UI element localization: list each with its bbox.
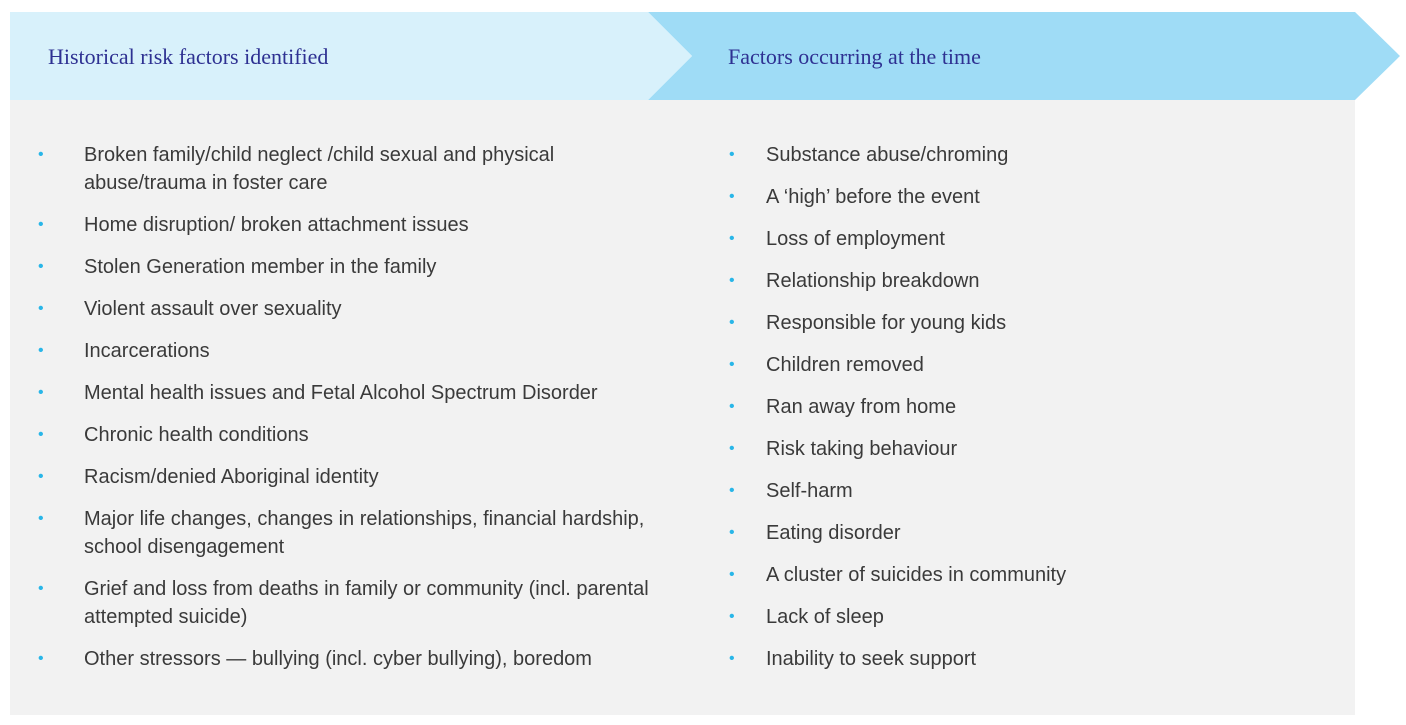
- bullet: •: [729, 188, 735, 205]
- factor-item: • Self-harm: [729, 477, 1326, 505]
- factor-text: Other stressors — bullying (incl. cyber …: [84, 648, 592, 670]
- factor-text: Racism/denied Aboriginal identity: [84, 466, 379, 488]
- bullet: •: [38, 258, 44, 275]
- factor-text: Major life changes, changes in relations…: [84, 508, 645, 558]
- factor-text: Home disruption/ broken attachment issue…: [84, 214, 469, 236]
- bullet: •: [729, 524, 735, 541]
- factor-item: • Grief and loss from deaths in family or…: [38, 575, 674, 631]
- factor-item: • Ran away from home: [729, 393, 1326, 421]
- bullet: •: [729, 440, 735, 457]
- factor-item: • Broken family/child neglect /child sexu…: [38, 141, 674, 197]
- factor-item: • Violent assault over sexuality: [38, 295, 674, 323]
- bullet: •: [729, 272, 735, 289]
- factor-text: A ‘high’ before the event: [766, 186, 980, 208]
- bullet: •: [729, 146, 735, 163]
- factor-item: • Mental health issues and Fetal Alcohol …: [38, 379, 674, 407]
- factor-item: • Chronic health conditions: [38, 421, 674, 449]
- factor-text: Mental health issues and Fetal Alcohol S…: [84, 382, 598, 404]
- factor-text: A cluster of suicides in community: [766, 564, 1067, 586]
- factor-text: Broken family/child neglect /child sexua…: [84, 144, 555, 194]
- factor-item: • A ‘high’ before the event: [729, 183, 1326, 211]
- factor-item: • Inability to seek support: [729, 645, 1326, 673]
- column-title: Historical risk factors identified: [48, 44, 329, 69]
- factor-item: • Children removed: [729, 351, 1326, 379]
- factor-text: Responsible for young kids: [766, 312, 1007, 334]
- factor-text: Risk taking behaviour: [766, 438, 958, 460]
- factor-text: Chronic health conditions: [84, 424, 309, 446]
- factor-item: • Lack of sleep: [729, 603, 1326, 631]
- factor-list: • Broken family/child neglect /child sexu…: [38, 141, 674, 687]
- factor-item: • Loss of employment: [729, 225, 1326, 253]
- factor-item: • Substance abuse/chroming: [729, 141, 1326, 169]
- bullet: •: [729, 482, 735, 499]
- factor-text: Eating disorder: [766, 522, 901, 544]
- factor-text: Incarcerations: [84, 340, 210, 362]
- bullet: •: [38, 426, 44, 443]
- factor-item: • Other stressors — bullying (incl. cyber…: [38, 645, 674, 673]
- bullet: •: [38, 468, 44, 485]
- factor-text: Relationship breakdown: [766, 270, 980, 292]
- factor-item: • Incarcerations: [38, 337, 674, 365]
- bullet: •: [38, 342, 44, 359]
- bullet: •: [729, 566, 735, 583]
- bullet: •: [729, 356, 735, 373]
- factor-text: Substance abuse/chroming: [766, 144, 1009, 166]
- bullet: •: [38, 146, 44, 163]
- bullet: •: [38, 300, 44, 317]
- factor-item: • Relationship breakdown: [729, 267, 1326, 295]
- factor-text: Stolen Generation member in the family: [84, 256, 437, 278]
- factor-text: Ran away from home: [766, 396, 957, 418]
- factor-item: • Home disruption/ broken attachment issu…: [38, 211, 674, 239]
- bullet: •: [38, 384, 44, 401]
- factor-list: • Substance abuse/chroming • A ‘high’ befor…: [729, 141, 1326, 687]
- factor-text: Lack of sleep: [766, 606, 884, 628]
- bullet: •: [38, 650, 44, 667]
- bullet: •: [729, 650, 735, 667]
- bullet: •: [729, 398, 735, 415]
- factor-item: • Stolen Generation member in the family: [38, 253, 674, 281]
- factor-item: • A cluster of suicides in community: [729, 561, 1326, 589]
- bullet: •: [729, 314, 735, 331]
- header-left: [10, 12, 692, 100]
- factor-text: Loss of employment: [766, 228, 945, 250]
- bullet: •: [38, 510, 44, 527]
- bullet: •: [38, 580, 44, 597]
- factor-item: • Major life changes, changes in relation…: [38, 505, 674, 561]
- bullet: •: [729, 608, 735, 625]
- factor-item: • Responsible for young kids: [729, 309, 1326, 337]
- factor-text: Grief and loss from deaths in family or …: [84, 578, 649, 628]
- factor-item: • Risk taking behaviour: [729, 435, 1326, 463]
- factor-text: Children removed: [766, 354, 924, 376]
- body-panel: [10, 100, 1355, 715]
- factor-text: Violent assault over sexuality: [84, 298, 342, 320]
- factor-text: Self-harm: [766, 480, 853, 502]
- bullet: •: [729, 230, 735, 247]
- column-title: Factors occurring at the time: [728, 44, 981, 69]
- header-right-arrow: [648, 12, 1400, 100]
- factor-item: • Eating disorder: [729, 519, 1326, 547]
- factor-item: • Racism/denied Aboriginal identity: [38, 463, 674, 491]
- bullet: •: [38, 216, 44, 233]
- factor-text: Inability to seek support: [766, 648, 977, 670]
